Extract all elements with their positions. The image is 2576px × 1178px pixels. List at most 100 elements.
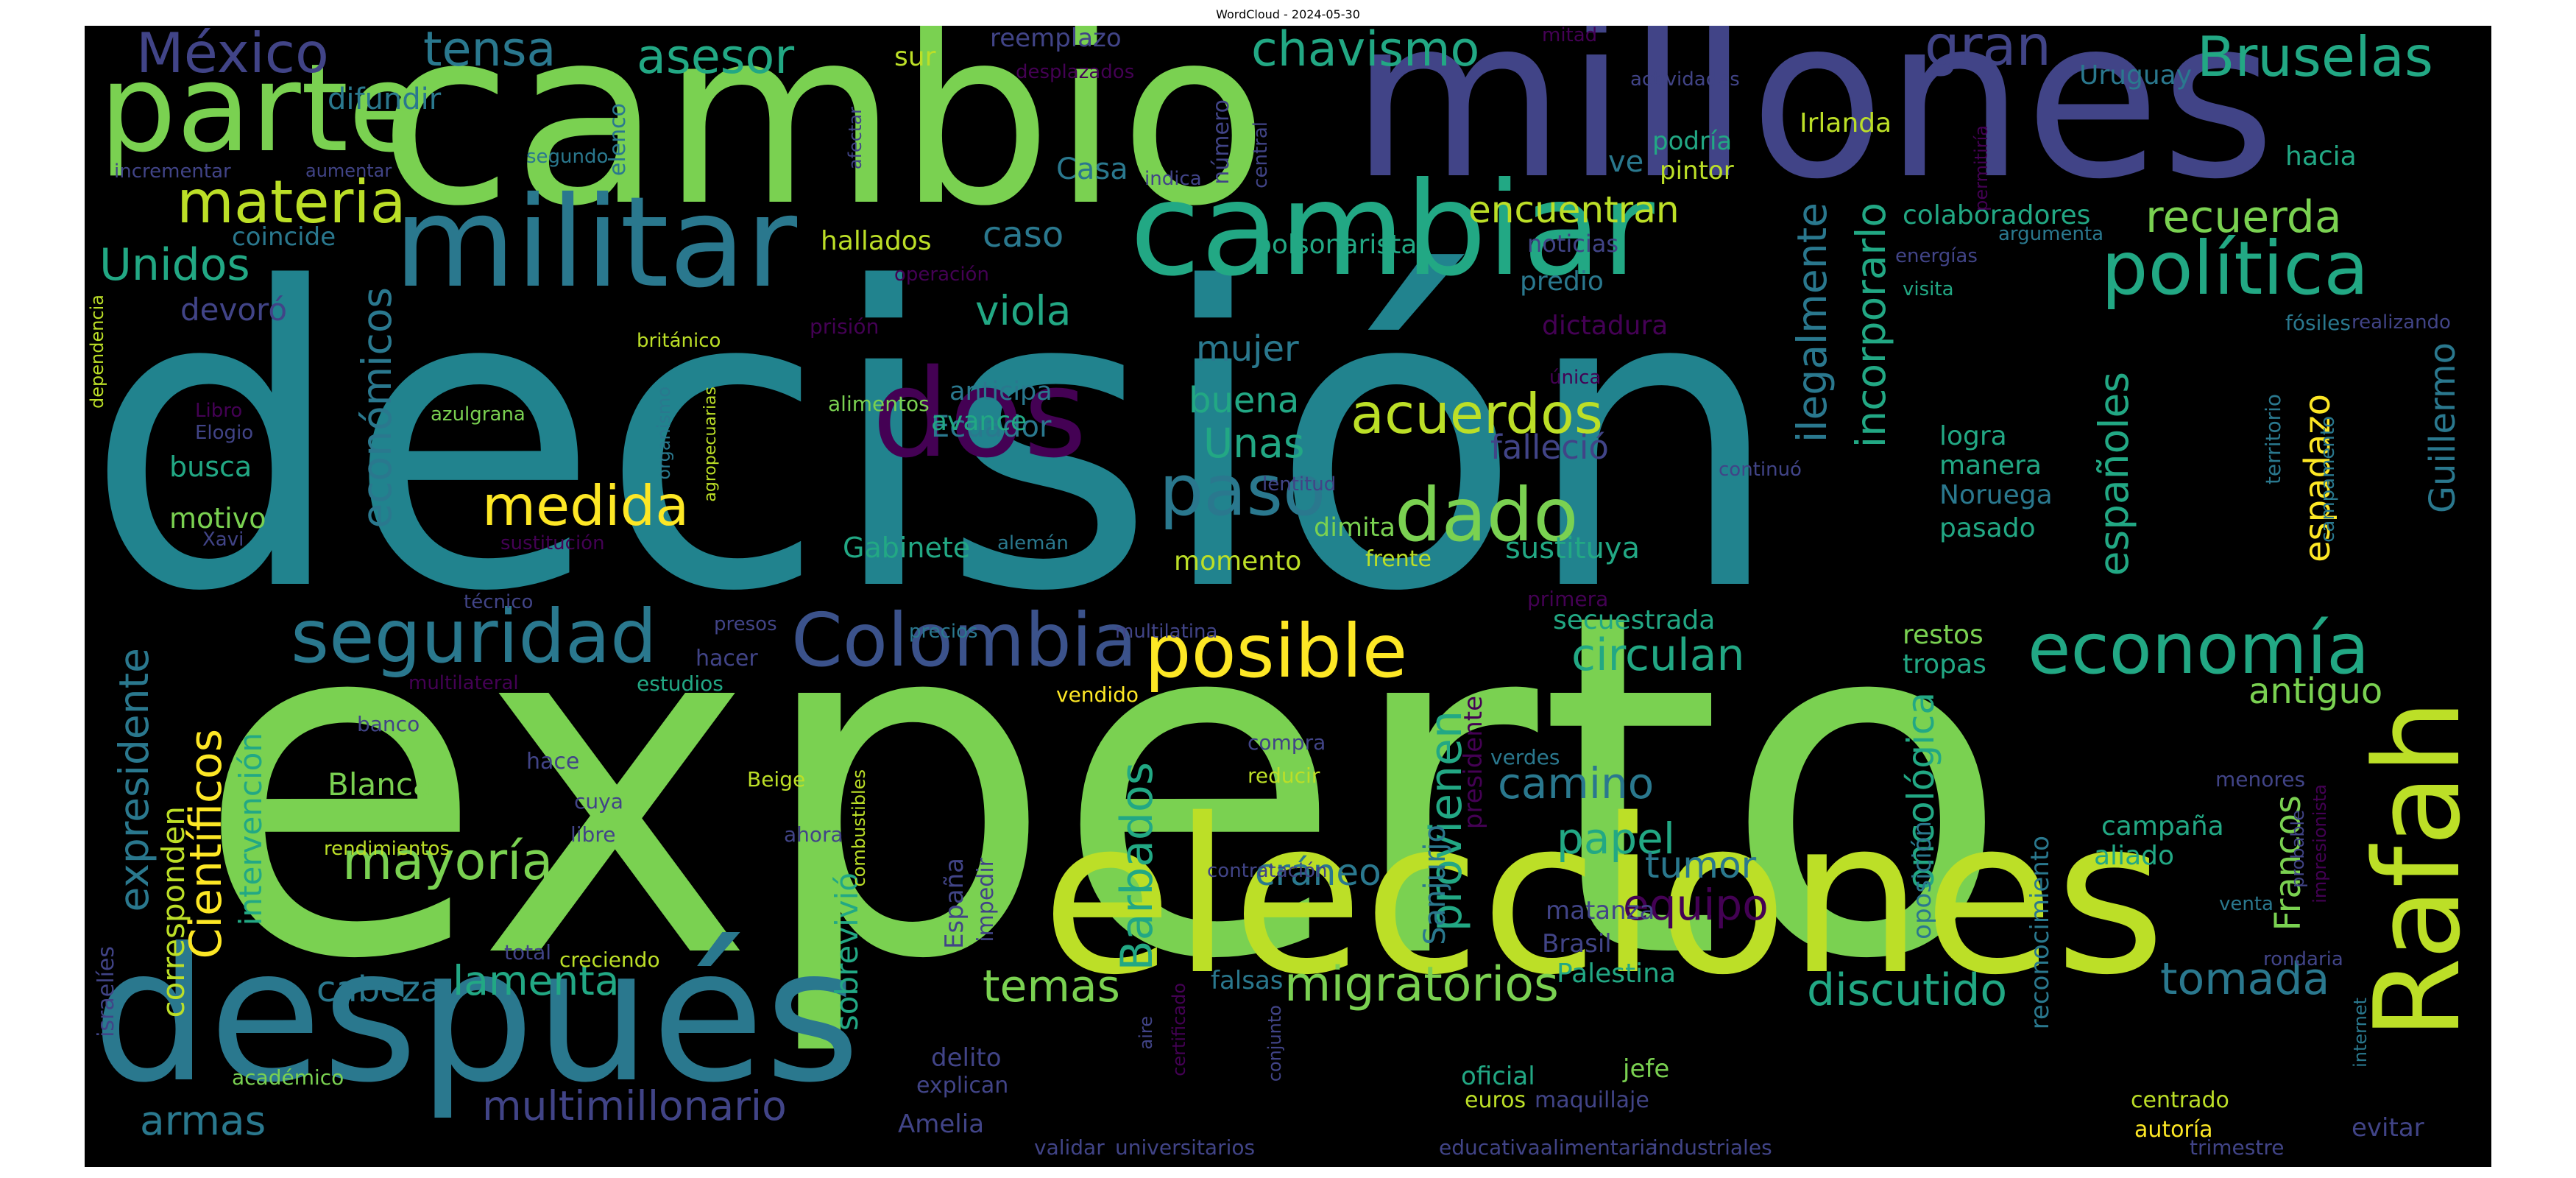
word-predio: predio	[1520, 267, 1604, 297]
word-encuentran: encuentran	[1468, 188, 1680, 231]
word-contratacion: contratación	[1207, 860, 1328, 882]
word-dimita: dimita	[1314, 513, 1395, 543]
word-brasil: Brasil	[1542, 929, 1612, 959]
word-logra: logra	[1939, 421, 2007, 451]
word-falsas: falsas	[1211, 966, 1284, 995]
word-dictadura: dictadura	[1542, 311, 1669, 341]
word-combustibles: combustibles	[849, 769, 869, 887]
word-beige: Beige	[747, 767, 806, 791]
word-noticias: noticias	[1527, 230, 1619, 258]
word-elenco: elenco	[605, 103, 631, 177]
word-blanca: Blanca	[328, 766, 432, 803]
word-israelies: israelíes	[93, 946, 119, 1037]
word-gran: gran	[1925, 26, 2051, 78]
word-tomada: tomada	[2160, 953, 2330, 1005]
word-hacia: hacia	[2285, 141, 2357, 172]
word-maquillaje: maquillaje	[1535, 1087, 1649, 1113]
word-impedir: impedir	[973, 858, 999, 942]
word-libre: libre	[570, 822, 616, 847]
word-craneo: cráneo	[1255, 851, 1381, 894]
word-evitar: evitar	[2352, 1113, 2424, 1143]
word-materia: materia	[177, 168, 406, 236]
word-prision: prisión	[810, 314, 880, 339]
word-xavi: Xavi	[202, 529, 244, 551]
word-validar: validar	[1034, 1135, 1105, 1160]
word-lamenta: lamenta	[453, 957, 620, 1004]
word-desplazados: desplazados	[1016, 61, 1135, 83]
word-multilateral: multilateral	[408, 672, 519, 694]
word-discutido: discutido	[1807, 964, 2008, 1016]
word-impresionista: impresionista	[2310, 784, 2330, 903]
word-momento: momento	[1174, 546, 1302, 576]
word-operacion: operación	[894, 264, 989, 286]
word-alimentos: alimentos	[828, 392, 930, 416]
word-verdes: verdes	[1490, 745, 1560, 769]
word-economicos: económicos	[353, 287, 400, 529]
word-britanico: británico	[637, 330, 721, 352]
word-certificado: certificado	[1169, 983, 1189, 1076]
word-actividades: actividades	[1630, 68, 1740, 91]
word-aumentar: aumentar	[305, 161, 392, 181]
word-paso: paso	[1159, 451, 1326, 532]
word-centrado: centrado	[2131, 1087, 2229, 1113]
word-mujer: mujer	[1196, 328, 1299, 370]
word-multimillonario: multimillonario	[482, 1082, 787, 1129]
word-lentitud: lentitud	[1262, 473, 1337, 495]
word-temas: temas	[983, 961, 1120, 1012]
word-dos: dos	[872, 343, 1087, 484]
word-realizando: realizando	[2352, 311, 2451, 334]
word-mexico: México	[136, 26, 329, 85]
word-academico: académico	[232, 1065, 344, 1090]
word-elecciones: elecciones	[1041, 774, 2166, 1022]
word-incorporarlo: incorporarlo	[1847, 202, 1894, 448]
word-cambiar: cambiar	[1130, 155, 1655, 305]
word-explican: explican	[916, 1073, 1009, 1098]
word-estudios: estudios	[637, 671, 723, 696]
word-territorio: territorio	[2261, 394, 2285, 485]
word-universitarios: universitarios	[1115, 1135, 1256, 1160]
word-camino: camino	[1498, 758, 1655, 808]
word-energias: energías	[1895, 245, 1978, 267]
word-rafah: Rafah	[2349, 699, 2486, 1040]
word-sobrevivio: sobrevivió	[829, 872, 865, 1031]
word-libro: Libro	[195, 400, 243, 422]
word-visita: visita	[1903, 278, 1954, 300]
word-fallecio: falleció	[1490, 428, 1609, 467]
word-economia: economía	[2028, 609, 2370, 690]
word-unica: única	[1549, 367, 1602, 389]
word-afectar: afectar	[845, 107, 866, 170]
word-bruselas: Bruselas	[2197, 26, 2433, 89]
word-medida: medida	[482, 473, 690, 538]
word-colaboradores: colaboradores	[1903, 200, 2091, 230]
word-conjunto: conjunto	[1264, 1005, 1285, 1082]
word-industriales: industriales	[1652, 1135, 1772, 1160]
word-reconocimiento: reconocimiento	[2025, 836, 2055, 1030]
word-caso: caso	[983, 214, 1064, 255]
word-difundir: difundir	[328, 82, 442, 116]
word-expresidente: expresidente	[110, 648, 158, 912]
chart-title: WordCloud - 2024-05-30	[1216, 7, 1360, 21]
word-cloud-canvas: decisión experto cambio millones eleccio…	[85, 26, 2491, 1167]
word-palestina: Palestina	[1557, 959, 1677, 989]
word-vendido: vendido	[1056, 683, 1139, 707]
word-tropas: tropas	[1903, 649, 1986, 680]
word-euros: euros	[1465, 1087, 1526, 1113]
word-segundo: segundo	[526, 146, 609, 168]
word-avance: avance	[931, 406, 1027, 437]
word-tumor: tumor	[1645, 844, 1757, 886]
word-chavismo: chavismo	[1251, 26, 1480, 77]
word-migratorios: migratorios	[1284, 957, 1559, 1012]
word-banco: banco	[357, 712, 420, 736]
word-cuya: cuya	[574, 789, 623, 814]
word-coincide: coincide	[232, 222, 336, 252]
word-noruega: Noruega	[1939, 480, 2053, 510]
word-viola: viola	[975, 287, 1072, 334]
word-frente: frente	[1365, 546, 1432, 572]
word-tensa: tensa	[423, 26, 556, 77]
word-total: total	[504, 940, 552, 964]
word-autoria: autoría	[2134, 1117, 2213, 1143]
word-parte: parte	[99, 38, 423, 179]
word-dado: dado	[1395, 472, 1579, 558]
word-millones: millones	[1351, 26, 2276, 228]
word-decision: decisión	[85, 202, 1784, 682]
